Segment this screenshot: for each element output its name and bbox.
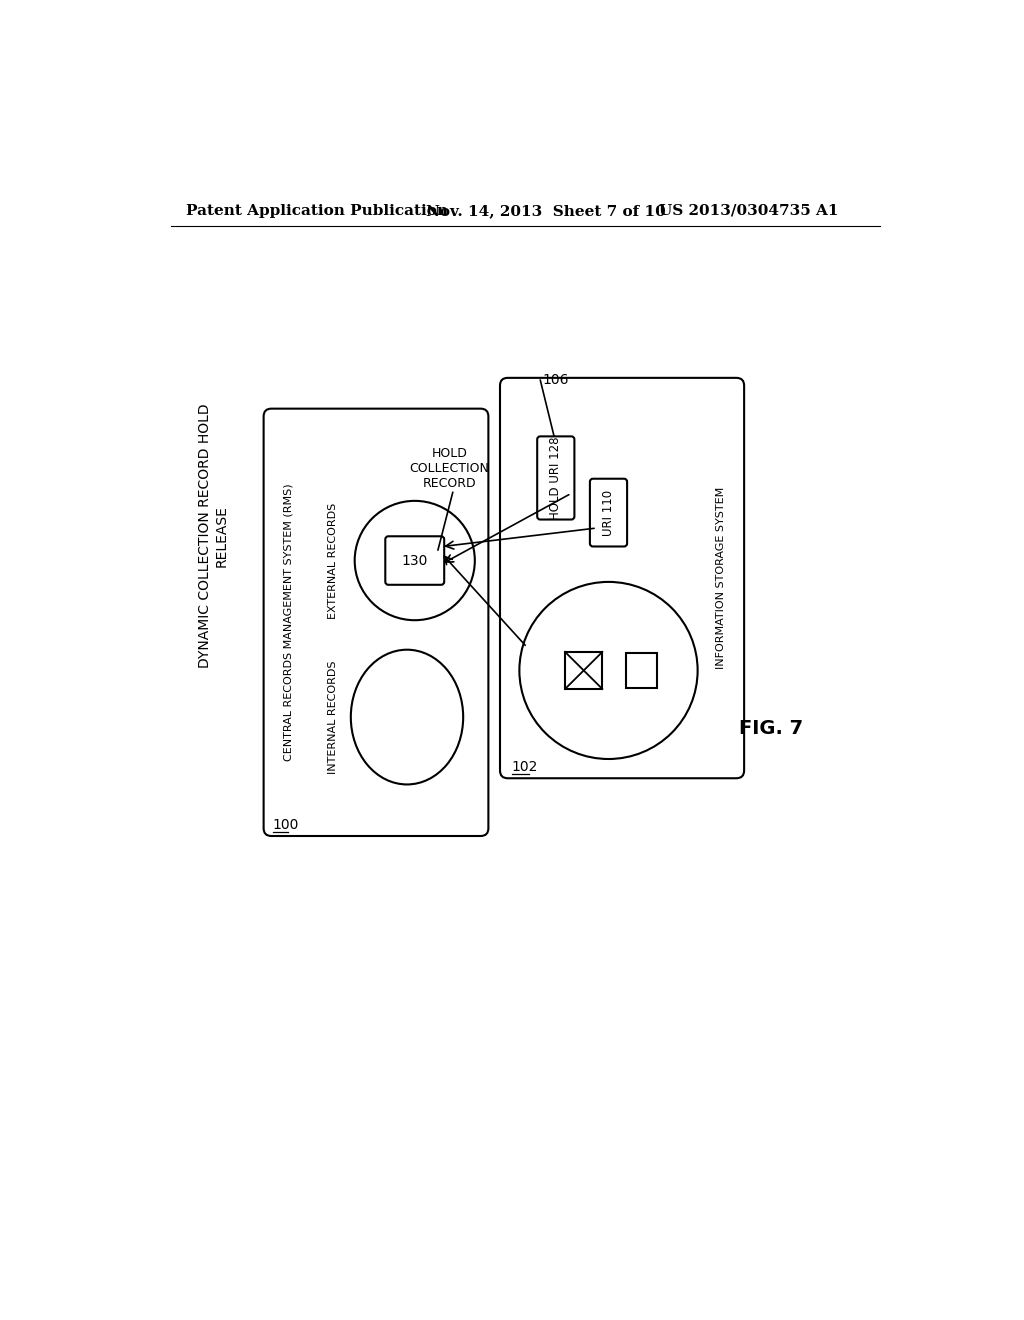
Text: Patent Application Publication: Patent Application Publication (186, 203, 449, 218)
Text: FIG. 7: FIG. 7 (739, 718, 803, 738)
Ellipse shape (351, 649, 463, 784)
Bar (626, 653, 656, 688)
Text: INFORMATION STORAGE SYSTEM: INFORMATION STORAGE SYSTEM (716, 487, 726, 669)
Text: CENTRAL RECORDS MANAGEMENT SYSTEM (RMS): CENTRAL RECORDS MANAGEMENT SYSTEM (RMS) (284, 483, 294, 762)
Text: URI 110: URI 110 (602, 490, 615, 536)
Text: HOLD URI 128: HOLD URI 128 (549, 436, 562, 520)
FancyBboxPatch shape (590, 479, 627, 546)
Text: DYNAMIC COLLECTION RECORD HOLD
RELEASE: DYNAMIC COLLECTION RECORD HOLD RELEASE (199, 404, 228, 668)
Text: Nov. 14, 2013  Sheet 7 of 10: Nov. 14, 2013 Sheet 7 of 10 (426, 203, 667, 218)
Text: INTERNAL RECORDS: INTERNAL RECORDS (329, 660, 338, 774)
Bar (565, 652, 602, 689)
Text: 102: 102 (512, 760, 538, 775)
FancyBboxPatch shape (500, 378, 744, 779)
Text: 100: 100 (273, 818, 299, 832)
Text: US 2013/0304735 A1: US 2013/0304735 A1 (658, 203, 839, 218)
Text: HOLD
COLLECTION
RECORD: HOLD COLLECTION RECORD (410, 447, 489, 490)
FancyBboxPatch shape (385, 536, 444, 585)
Ellipse shape (354, 500, 475, 620)
Ellipse shape (519, 582, 697, 759)
FancyBboxPatch shape (263, 409, 488, 836)
Text: EXTERNAL RECORDS: EXTERNAL RECORDS (329, 503, 338, 619)
FancyBboxPatch shape (538, 437, 574, 520)
Text: 130: 130 (401, 553, 428, 568)
Text: 106: 106 (543, 374, 569, 387)
